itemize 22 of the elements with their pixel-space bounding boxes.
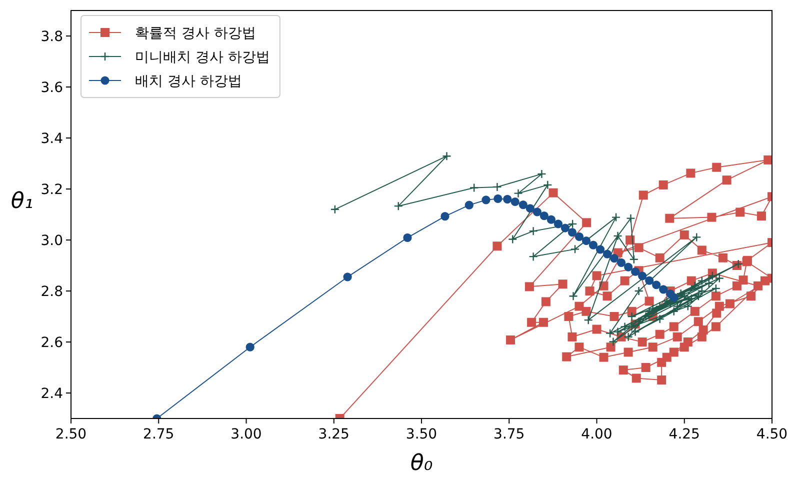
y-tick-label: 3.8 — [40, 29, 63, 45]
y-tick-label: 2.4 — [40, 386, 64, 402]
x-tick-label: 3.50 — [406, 426, 438, 442]
y-axis-title: θ₁ — [10, 189, 34, 214]
y-tick-label: 3.6 — [40, 80, 64, 96]
x-tick-label: 3.75 — [494, 426, 525, 442]
x-axis-title: θ₀ — [410, 451, 433, 476]
legend-label: 미니배치 경사 하강법 — [135, 50, 270, 66]
y-tick-label: 3.4 — [40, 131, 64, 147]
x-tick-label: 2.75 — [143, 426, 174, 442]
y-tick-label: 3.0 — [40, 233, 63, 249]
x-tick-label: 4.00 — [581, 426, 612, 442]
x-tick-label: 4.50 — [756, 426, 788, 442]
x-tick-label: 4.25 — [668, 426, 700, 442]
y-tick-label: 3.2 — [40, 182, 63, 198]
x-tick-label: 3.25 — [318, 426, 350, 442]
y-tick-label: 2.6 — [40, 335, 64, 351]
legend-label: 배치 경사 하강법 — [135, 74, 242, 90]
x-tick-label: 2.50 — [55, 426, 87, 442]
legend-label: 확률적 경사 하강법 — [135, 26, 256, 42]
y-tick-label: 2.8 — [40, 284, 63, 300]
x-tick-label: 3.00 — [230, 426, 262, 442]
